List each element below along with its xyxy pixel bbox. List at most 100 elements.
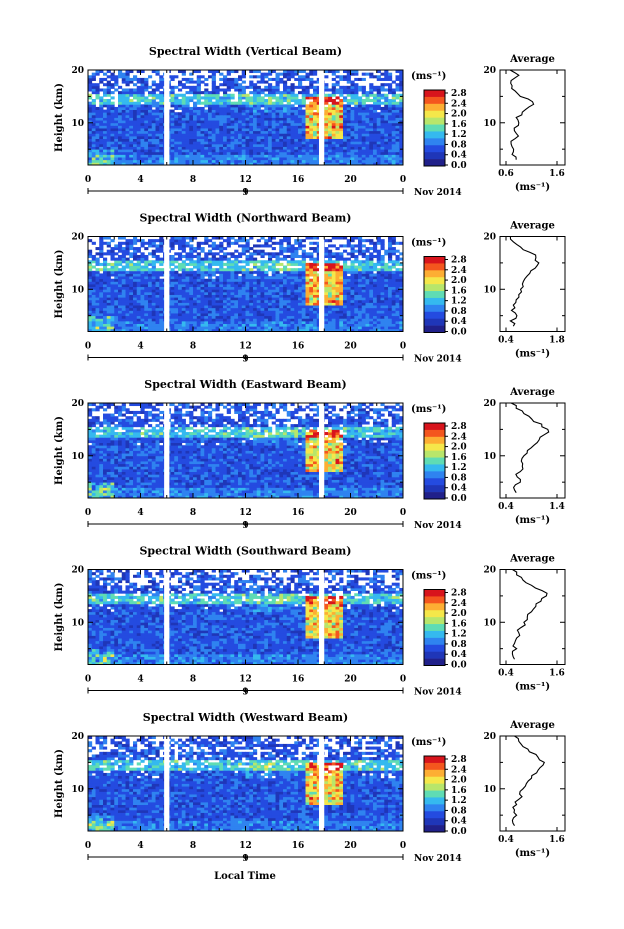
heatmap-cell [148, 299, 153, 303]
heatmap-cell [133, 101, 138, 105]
heatmap-cell [354, 310, 359, 314]
heatmap-cell [208, 120, 213, 124]
heatmap-cell [208, 273, 213, 277]
heatmap-cell [283, 128, 288, 132]
heatmap-cell [335, 141, 340, 145]
heatmap-cell [354, 70, 359, 74]
heatmap-cell [373, 299, 378, 303]
heatmap-cell [174, 294, 179, 298]
heatmap-cell [106, 297, 111, 301]
heatmap-cell [196, 320, 201, 324]
heatmap-cell [125, 135, 130, 140]
heatmap-cell [99, 315, 104, 319]
heatmap-cell [354, 328, 359, 332]
heatmap-cell [391, 151, 396, 155]
heatmap-cell [189, 297, 194, 301]
heatmap-cell [313, 91, 318, 95]
heatmap-cell [193, 133, 198, 137]
heatmap-cell [106, 88, 111, 92]
heatmap-cell [301, 128, 306, 132]
heatmap-cell [211, 114, 216, 118]
heatmap-cell [268, 299, 273, 303]
heatmap-cell [290, 125, 295, 129]
heatmap-cell [118, 106, 123, 110]
heatmap-cell [279, 143, 284, 147]
heatmap-cell [148, 93, 153, 97]
heatmap-cell [121, 109, 126, 113]
heatmap-cell [118, 96, 123, 100]
heatmap-cell [95, 70, 100, 74]
heatmap-cell [331, 318, 336, 322]
heatmap-cell [88, 143, 93, 147]
heatmap-cell [215, 305, 220, 309]
heatmap-cell [238, 297, 243, 301]
heatmap-cell [335, 297, 340, 301]
heatmap-cell [204, 146, 209, 150]
heatmap-cell [275, 289, 280, 293]
heatmap-cells [88, 236, 404, 332]
heatmap-cell [313, 305, 318, 309]
heatmap-cell [268, 289, 273, 293]
heatmap-cell [215, 85, 220, 89]
heatmap-cell [133, 104, 138, 108]
heatmap-cell [178, 133, 183, 137]
heatmap-cell [264, 313, 269, 317]
heatmap-cell [151, 320, 156, 324]
heatmap-cell [204, 117, 209, 121]
heatmap-cell [279, 326, 284, 330]
heatmap-cell [174, 310, 179, 314]
heatmap-cell [181, 313, 186, 317]
heatmap-cell [376, 125, 381, 129]
heatmap-cell [234, 278, 239, 282]
heatmap-cell [275, 114, 280, 118]
heatmap-cell [350, 112, 355, 116]
heatmap-cell [358, 101, 363, 105]
heatmap-cell [268, 70, 273, 74]
heatmap-cell [95, 117, 100, 121]
heatmap-cell [88, 141, 93, 145]
heatmap-cell [226, 281, 231, 285]
heatmap-cell [230, 268, 235, 272]
heatmap-cell [301, 262, 306, 266]
heatmap-cell [170, 289, 175, 293]
heatmap-cell [309, 310, 314, 314]
heatmap-cell [260, 114, 265, 118]
heatmap-cell [369, 88, 374, 92]
heatmap-cell [354, 146, 359, 150]
heatmap-cell [354, 128, 359, 132]
heatmap-cell [335, 91, 340, 95]
heatmap-cell [373, 101, 378, 105]
heatmap-cell [196, 112, 201, 116]
heatmap-cell [335, 260, 340, 264]
heatmap-cell [178, 257, 183, 261]
heatmap-cell [365, 284, 370, 288]
heatmap-cell [298, 284, 303, 288]
heatmap-cell [144, 313, 149, 317]
heatmap-cell [358, 157, 363, 161]
heatmap-cell [159, 273, 164, 277]
heatmap-cell [118, 254, 123, 259]
heatmap-cell [155, 154, 160, 158]
heatmap-cell [253, 125, 258, 129]
heatmap-cell [114, 135, 119, 140]
heatmap-cell [391, 133, 396, 137]
heatmap-cell [264, 284, 269, 288]
heatmap-cell [275, 313, 280, 317]
heatmap-cell [181, 157, 186, 161]
heatmap-cell [346, 75, 351, 79]
heatmap-cell [193, 313, 198, 317]
heatmap-cell [294, 313, 299, 317]
heatmap-cell [331, 328, 336, 332]
heatmap-cell [346, 149, 351, 153]
heatmap-cell [298, 77, 303, 81]
heatmap-cell [373, 323, 378, 327]
heatmap-cell [316, 278, 321, 282]
heatmap-cell [343, 106, 348, 110]
heatmap-cell [369, 138, 374, 142]
heatmap-cell [286, 91, 291, 95]
heatmap-cell [151, 299, 156, 303]
heatmap-cell [95, 157, 100, 161]
heatmap-cell [309, 291, 314, 295]
heatmap-cell [268, 141, 273, 145]
heatmap-cell [88, 265, 93, 269]
